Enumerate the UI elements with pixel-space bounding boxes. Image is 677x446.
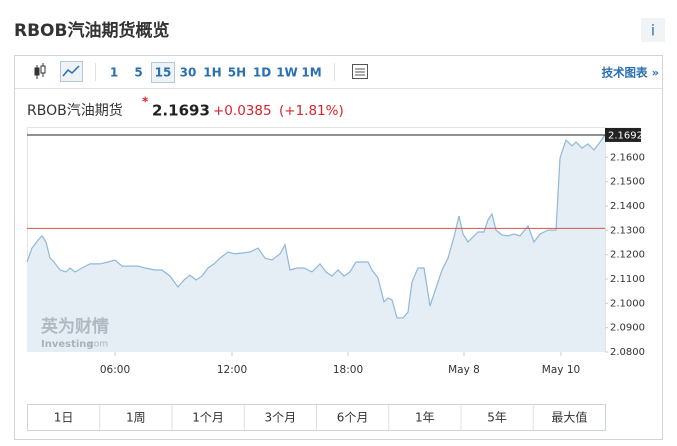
range-button[interactable]: 5年 bbox=[487, 411, 507, 425]
price-area bbox=[27, 134, 605, 352]
quote-price: 2.1693 bbox=[152, 102, 210, 120]
y-tick-label: 2.1000 bbox=[610, 298, 645, 309]
price-line bbox=[26, 134, 606, 319]
range-button[interactable]: 3个月 bbox=[265, 411, 297, 425]
interval-button[interactable]: 1H bbox=[203, 66, 221, 80]
watermark-domain: .com bbox=[86, 340, 108, 350]
table-icon[interactable] bbox=[352, 64, 368, 79]
line-icon[interactable] bbox=[62, 65, 80, 77]
info-button[interactable] bbox=[641, 18, 665, 42]
line-icon-box[interactable] bbox=[60, 61, 83, 82]
y-tick-label: 2.1400 bbox=[610, 201, 645, 212]
x-tick-label: 06:00 bbox=[100, 364, 130, 376]
x-tick-label: 18:00 bbox=[333, 364, 363, 376]
interval-button[interactable]: 5 bbox=[134, 66, 142, 80]
quote-change-percent: (+1.81%) bbox=[279, 103, 344, 119]
quote-name: RBOB汽油期货 bbox=[27, 102, 123, 119]
range-button[interactable]: 1年 bbox=[415, 411, 435, 425]
x-tick-label: 12:00 bbox=[217, 364, 247, 376]
last-price-label: 2.1692 bbox=[608, 130, 643, 141]
y-tick-label: 2.1200 bbox=[610, 250, 645, 261]
interval-button[interactable]: 5H bbox=[228, 66, 246, 80]
range-button[interactable]: 最大值 bbox=[551, 410, 587, 425]
interval-button[interactable]: 15 bbox=[155, 66, 172, 80]
last-price-tag bbox=[605, 127, 641, 142]
candle-icon[interactable] bbox=[34, 63, 46, 79]
y-tick-label: 2.1500 bbox=[610, 177, 645, 188]
range-button[interactable]: 1周 bbox=[126, 411, 146, 425]
widget-frame bbox=[14, 55, 663, 440]
interval-button[interactable]: 1M bbox=[301, 66, 321, 80]
watermark-brand: 英为财情 bbox=[41, 316, 109, 337]
interval-button[interactable]: 1 bbox=[110, 66, 118, 80]
y-tick-label: 2.1100 bbox=[610, 274, 645, 285]
x-tick-label: May 10 bbox=[542, 364, 580, 376]
range-button[interactable]: 1日 bbox=[54, 411, 74, 425]
y-tick-label: 2.1600 bbox=[610, 152, 645, 163]
watermark-site: Investing bbox=[41, 339, 94, 350]
info-icon[interactable]: i bbox=[651, 22, 655, 40]
y-tick-label: 2.1300 bbox=[610, 225, 645, 236]
range-button[interactable]: 1个月 bbox=[192, 411, 224, 425]
y-tick-label: 2.0800 bbox=[610, 347, 645, 358]
x-tick-label: May 8 bbox=[448, 364, 480, 376]
quote-change: +0.0385 bbox=[213, 103, 272, 119]
page-title: RBOB汽油期货概览 bbox=[14, 20, 169, 41]
interval-button[interactable]: 1D bbox=[253, 66, 271, 80]
quote-marker: * bbox=[142, 95, 149, 109]
y-tick-label: 2.0900 bbox=[610, 323, 645, 334]
interval-button[interactable]: 1W bbox=[276, 66, 298, 80]
interval-selected[interactable] bbox=[151, 62, 175, 83]
range-button[interactable]: 6个月 bbox=[337, 411, 369, 425]
advanced-chart-link[interactable]: 技术图表 » bbox=[602, 66, 659, 80]
interval-button[interactable]: 30 bbox=[180, 66, 197, 80]
